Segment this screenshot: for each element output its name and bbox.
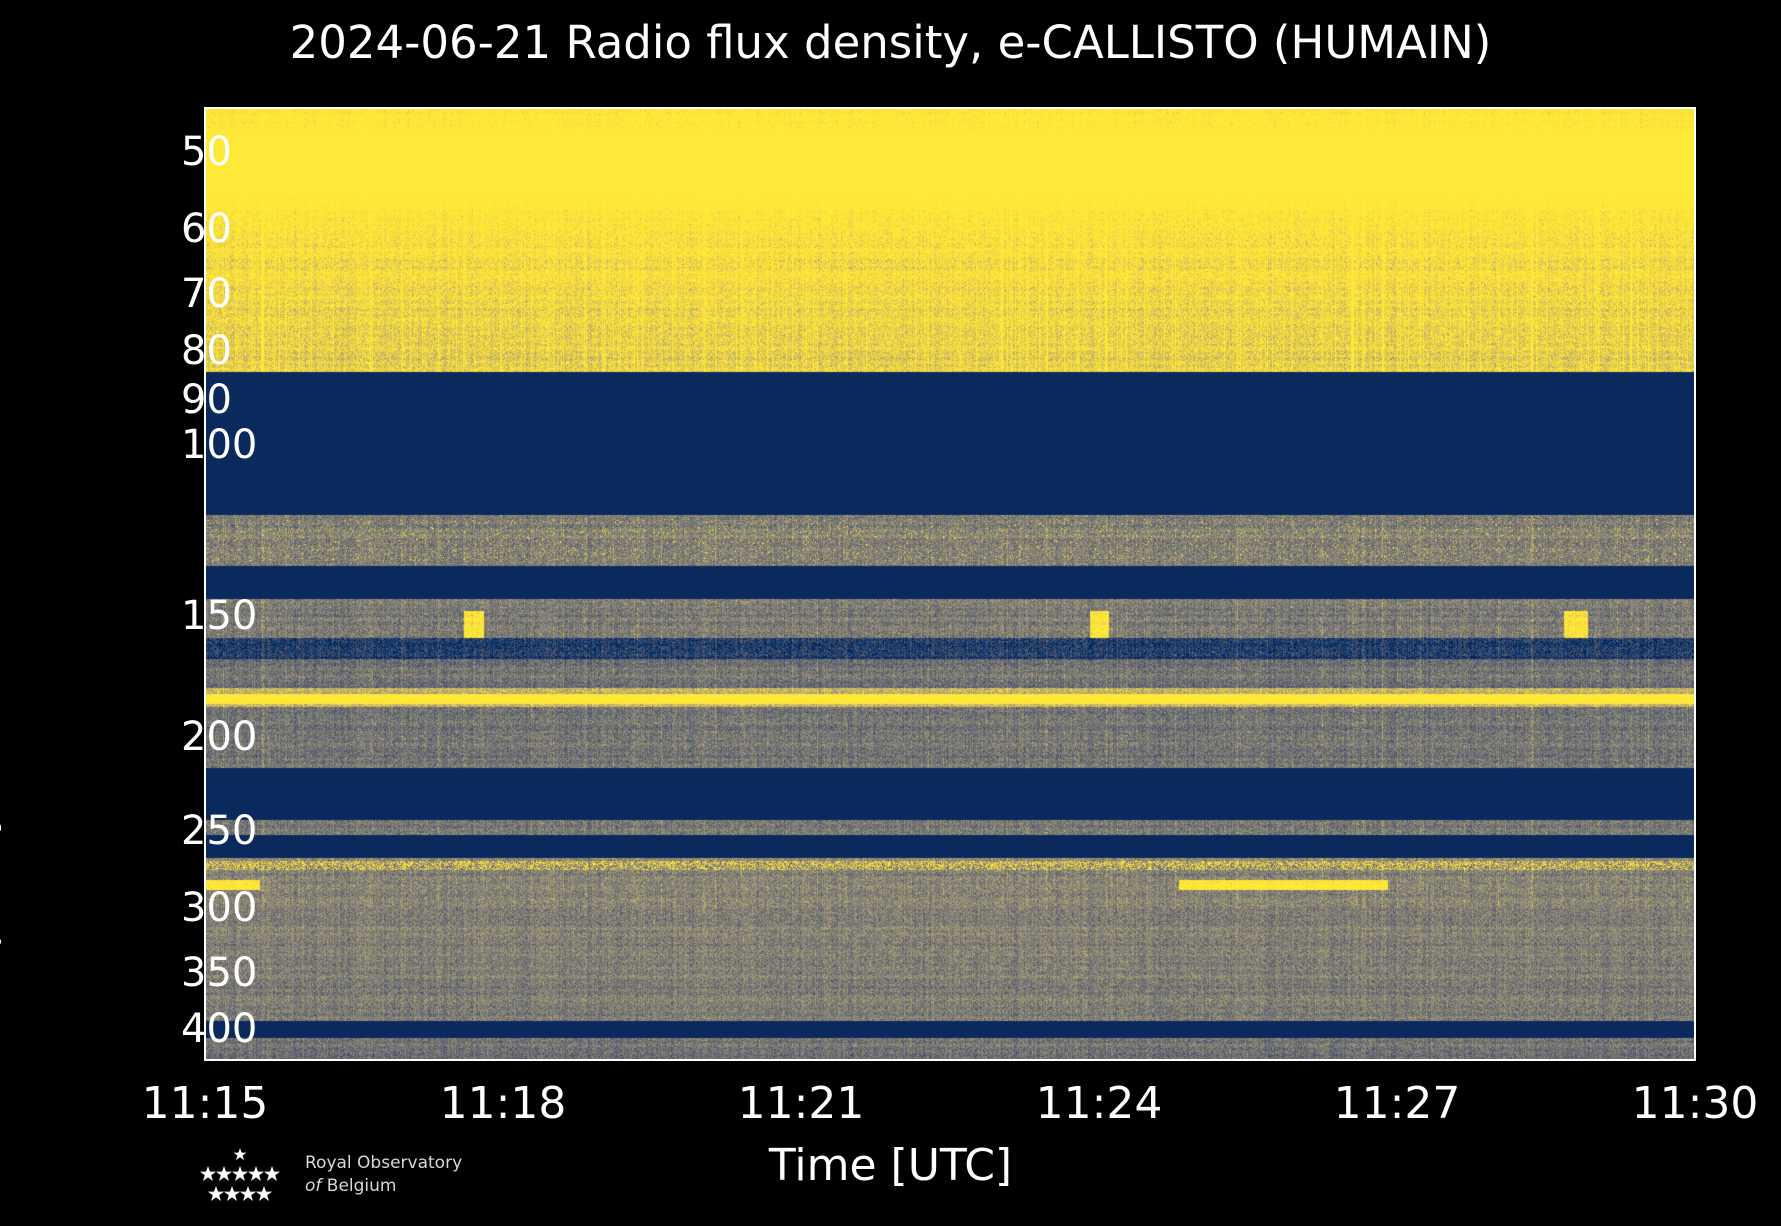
credit-text: Royal Observatory of Belgium xyxy=(305,1152,462,1198)
x-tick-label: 11:18 xyxy=(439,1078,567,1129)
x-tick-label: 11:21 xyxy=(737,1078,865,1129)
spectrogram-image xyxy=(205,108,1695,1060)
royal-observatory-logo: Royal Observatory of Belgium xyxy=(185,1146,605,1216)
eu-stars-icon xyxy=(200,1148,280,1201)
x-tick-label: 11:24 xyxy=(1035,1078,1163,1129)
x-tick-label: 11:15 xyxy=(141,1078,269,1129)
credit-line-1: Royal Observatory xyxy=(305,1153,463,1173)
spectrogram-plot-area xyxy=(205,108,1695,1060)
x-tick-label: 11:30 xyxy=(1631,1078,1759,1129)
credit-of: of xyxy=(305,1176,322,1196)
chart-title: 2024-06-21 Radio flux density, e-CALLIST… xyxy=(289,16,1492,69)
x-axis-label: Time [UTC] xyxy=(768,1140,1013,1191)
x-tick-label: 11:27 xyxy=(1333,1078,1461,1129)
credit-line-2: of Belgium xyxy=(305,1175,462,1198)
y-axis-label: Frequency [MHz] xyxy=(0,673,3,1026)
credit-belgium: Belgium xyxy=(326,1176,397,1196)
